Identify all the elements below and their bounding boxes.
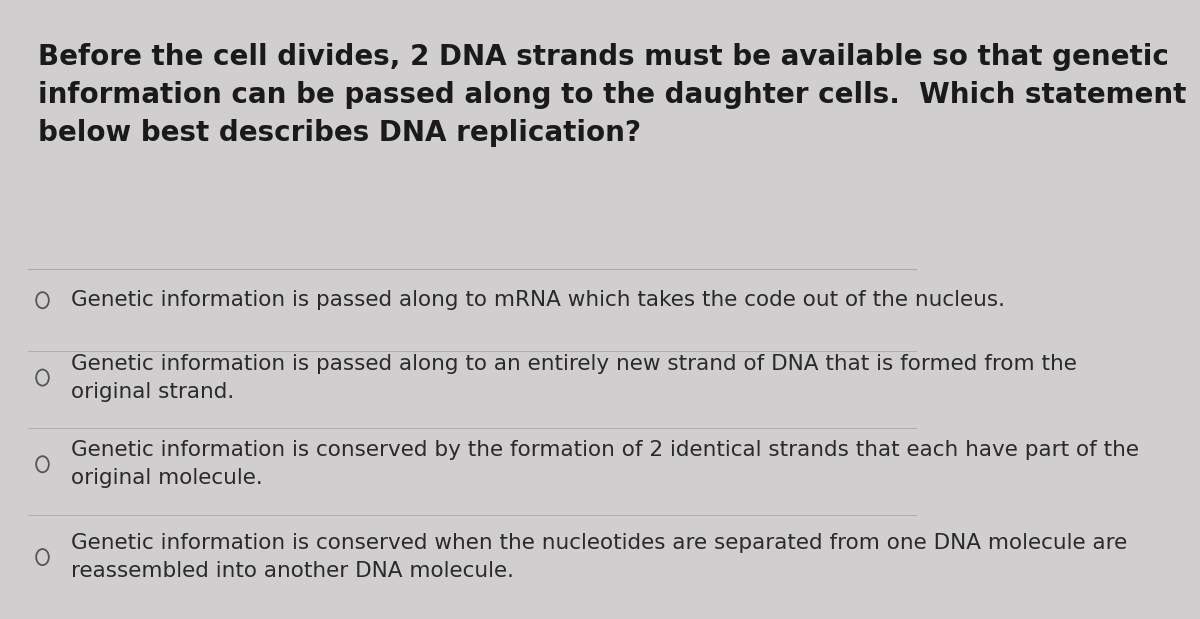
Text: Genetic information is conserved by the formation of 2 identical strands that ea: Genetic information is conserved by the … <box>71 440 1139 488</box>
Text: Genetic information is passed along to mRNA which takes the code out of the nucl: Genetic information is passed along to m… <box>71 290 1004 310</box>
Text: Before the cell divides, 2 DNA strands must be available so that genetic
informa: Before the cell divides, 2 DNA strands m… <box>37 43 1186 147</box>
Text: Genetic information is passed along to an entirely new strand of DNA that is for: Genetic information is passed along to a… <box>71 353 1076 402</box>
Text: Genetic information is conserved when the nucleotides are separated from one DNA: Genetic information is conserved when th… <box>71 533 1127 581</box>
